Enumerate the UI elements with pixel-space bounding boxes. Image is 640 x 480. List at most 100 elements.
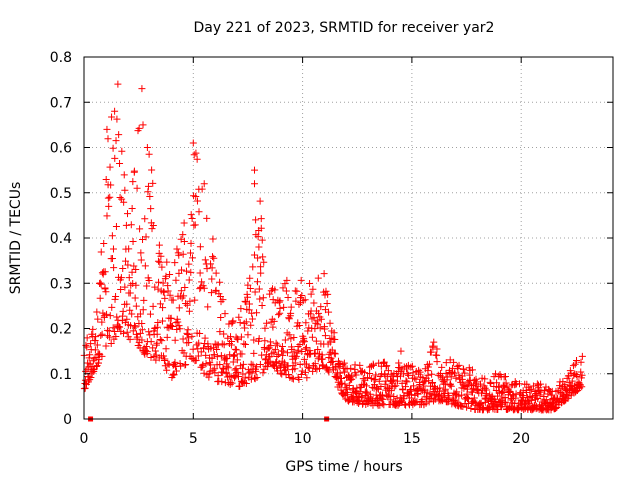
- data-point: [247, 360, 255, 368]
- data-point: [366, 363, 374, 371]
- x-tick-label: 15: [403, 431, 421, 447]
- data-point: [285, 315, 293, 323]
- data-point: [206, 367, 214, 375]
- data-point: [225, 372, 233, 380]
- data-point: [259, 253, 267, 261]
- data-point: [251, 375, 259, 383]
- data-point: [246, 368, 254, 376]
- data-point: [112, 137, 120, 145]
- data-point: [88, 369, 96, 377]
- data-point: [502, 379, 510, 387]
- data-point: [120, 198, 128, 206]
- data-point: [182, 267, 190, 275]
- data-point: [153, 323, 161, 331]
- data-point: [297, 276, 305, 284]
- data-point: [318, 351, 326, 359]
- data-point: [237, 305, 245, 313]
- data-point: [250, 251, 258, 259]
- data-point: [162, 272, 170, 280]
- data-point: [238, 350, 246, 358]
- data-point: [186, 297, 194, 305]
- data-point: [228, 379, 236, 387]
- data-point: [129, 327, 137, 335]
- data-point: [153, 339, 161, 347]
- data-point: [130, 322, 138, 330]
- data-point: [111, 107, 119, 115]
- data-point: [297, 370, 305, 378]
- data-point: [501, 398, 509, 406]
- data-point: [343, 365, 351, 373]
- data-point: [356, 361, 364, 369]
- data-point: [302, 344, 310, 352]
- data-point: [323, 300, 331, 308]
- data-point: [476, 380, 484, 388]
- data-point: [340, 359, 348, 367]
- data-point: [97, 332, 105, 340]
- data-point: [115, 323, 123, 331]
- data-point: [309, 285, 317, 293]
- data-point: [171, 336, 179, 344]
- data-point: [301, 296, 309, 304]
- data-point: [151, 347, 159, 355]
- data-point: [105, 333, 113, 341]
- data-point: [351, 361, 359, 369]
- data-point: [105, 327, 113, 335]
- data-point: [442, 359, 450, 367]
- data-point: [331, 335, 339, 343]
- data-point: [177, 362, 185, 370]
- data-point: [326, 319, 334, 327]
- data-point: [201, 256, 209, 264]
- data-point: [239, 360, 247, 368]
- data-point: [330, 329, 338, 337]
- data-point: [295, 375, 303, 383]
- data-point: [573, 356, 581, 364]
- data-point: [397, 347, 405, 355]
- data-point: [493, 402, 501, 410]
- data-point: [272, 339, 280, 347]
- data-point: [85, 363, 93, 371]
- data-point: [293, 287, 301, 295]
- x-tick-label: 5: [189, 431, 198, 447]
- data-point: [301, 345, 309, 353]
- data-point: [292, 297, 300, 305]
- data-point: [394, 401, 402, 409]
- data-point: [526, 385, 534, 393]
- data-point: [250, 349, 258, 357]
- data-point: [366, 370, 374, 378]
- data-point: [306, 347, 314, 355]
- data-point: [159, 317, 167, 325]
- data-point: [279, 351, 287, 359]
- data-point: [218, 378, 226, 386]
- data-point: [478, 389, 486, 397]
- data-point: [420, 382, 428, 390]
- data-point: [423, 388, 431, 396]
- data-point: [256, 361, 264, 369]
- plot-frame: [83, 56, 614, 420]
- data-point: [140, 296, 148, 304]
- data-point: [143, 144, 151, 151]
- data-point: [529, 382, 537, 390]
- data-point: [102, 342, 110, 350]
- data-point: [277, 369, 285, 377]
- data-point: [415, 366, 423, 374]
- data-point: [214, 341, 222, 349]
- data-point: [438, 363, 446, 371]
- data-point: [564, 392, 572, 400]
- data-point: [362, 382, 370, 390]
- data-point: [325, 308, 333, 316]
- data-point: [163, 258, 171, 266]
- data-point: [567, 383, 575, 391]
- data-point: [214, 372, 222, 380]
- data-point: [229, 352, 237, 360]
- data-point: [250, 336, 258, 344]
- data-point: [359, 375, 367, 383]
- data-point: [111, 154, 119, 162]
- y-tick-label: 0.3: [50, 276, 72, 292]
- data-point: [210, 254, 218, 262]
- data-point: [275, 311, 283, 319]
- data-point: [232, 365, 240, 373]
- data-point: [231, 374, 239, 382]
- data-point: [252, 216, 260, 224]
- data-point: [441, 393, 449, 401]
- data-point: [304, 327, 312, 335]
